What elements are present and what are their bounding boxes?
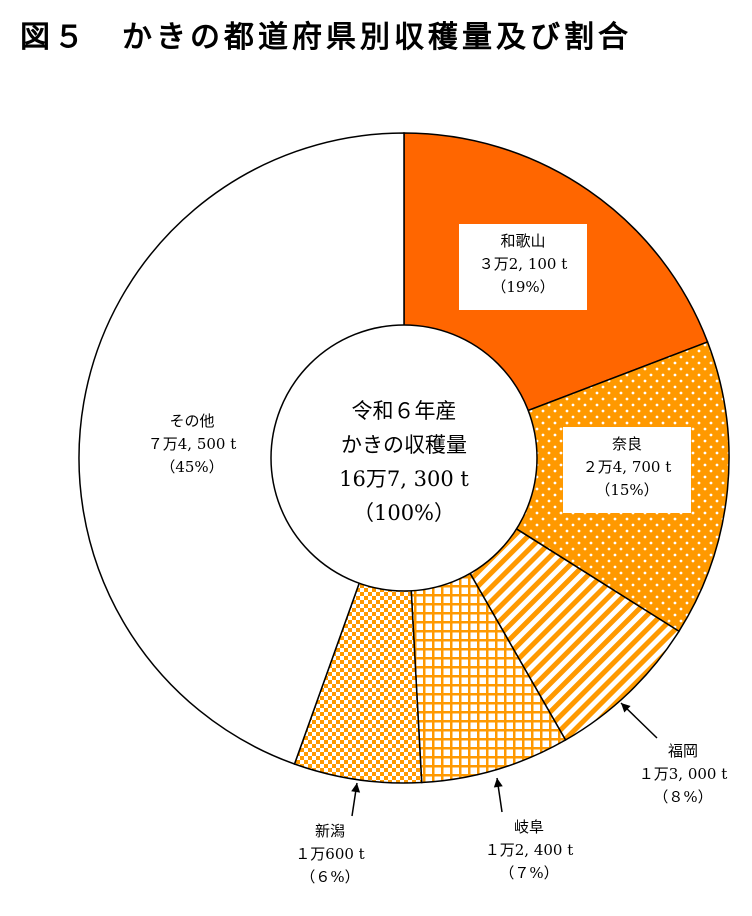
center-label-line-3: 16万7, 300 t — [339, 467, 469, 491]
slice-name-label: 奈良 — [612, 435, 642, 453]
slice-percent-label: （７%） — [499, 864, 558, 882]
slice-percent-label: （45%） — [160, 458, 223, 476]
slice-percent-label: （15%） — [595, 481, 658, 499]
center-label-line-4: （100%） — [353, 501, 455, 525]
slice-label-3: 福岡 １万3, 000 t （８%） — [620, 702, 728, 806]
slice-name-label: 新潟 — [315, 822, 345, 840]
slice-name-label: 和歌山 — [500, 232, 545, 250]
leader-arrowhead — [621, 703, 631, 713]
donut-hole — [270, 324, 538, 592]
slice-percent-label: （19%） — [491, 278, 554, 296]
slice-value-label: ７万4, 500 t — [148, 435, 237, 453]
pie-slice-6 — [78, 132, 405, 765]
slice-value-label: １万3, 000 t — [639, 765, 728, 783]
slice-label-6: その他 ７万4, 500 t （45%） — [148, 412, 237, 476]
slice-value-label: １万600 t — [295, 845, 364, 863]
slice-value-label: １万2, 400 t — [485, 841, 574, 859]
slice-name-label: 岐阜 — [514, 818, 544, 836]
leader-arrowhead — [351, 783, 361, 793]
chart-title: 図５ かきの都道府県別収穫量及び割合 — [20, 20, 632, 55]
center-label-line-1: 令和６年産 — [352, 399, 457, 423]
slice-name-label: 福岡 — [668, 742, 698, 760]
leader-arrowhead — [493, 778, 503, 788]
slice-value-label: ２万4, 700 t — [583, 458, 672, 476]
slice-name-label: その他 — [169, 412, 214, 430]
slice-label-4: 岐阜 １万2, 400 t （７%） — [485, 777, 574, 882]
slice-percent-label: （６%） — [300, 868, 359, 886]
slice-label-5: 新潟 １万600 t （６%） — [295, 782, 365, 886]
center-label-line-2: かきの収穫量 — [341, 433, 467, 457]
slice-label-1: 和歌山 ３万2, 100 t （19%） — [459, 224, 587, 310]
slice-percent-label: （８%） — [653, 788, 712, 806]
labels-layer: 和歌山 ３万2, 100 t （19%） 奈良 ２万4, 700 t （15%） 福岡 １万3… — [148, 224, 728, 886]
slice-value-label: ３万2, 100 t — [479, 255, 568, 273]
label-box — [459, 224, 587, 310]
label-box — [563, 427, 691, 513]
slice-label-2: 奈良 ２万4, 700 t （15%） — [563, 427, 691, 513]
